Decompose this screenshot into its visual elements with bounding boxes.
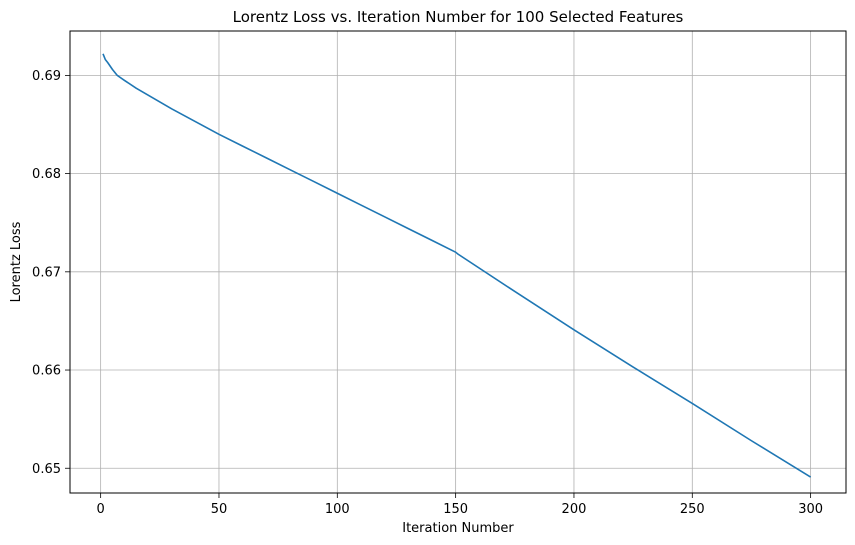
- x-tick-label: 300: [798, 502, 823, 517]
- y-tick-label: 0.68: [32, 167, 61, 182]
- series-line: [102, 53, 812, 478]
- x-axis-label: Iteration Number: [402, 521, 514, 536]
- plot-frame: [69, 30, 847, 494]
- y-tick-label: 0.66: [32, 364, 61, 379]
- x-tick-label: 100: [325, 502, 350, 517]
- x-tick-label: 200: [562, 502, 587, 517]
- x-tick-label: 250: [680, 502, 705, 517]
- y-tick-label: 0.67: [32, 265, 61, 280]
- chart-title: Lorentz Loss vs. Iteration Number for 10…: [233, 8, 684, 26]
- x-tick-label: 0: [97, 502, 105, 517]
- y-axis-label: Lorentz Loss: [9, 221, 24, 302]
- grid: [70, 31, 846, 493]
- x-tick-label: 50: [211, 502, 228, 517]
- series-layer: [102, 53, 812, 478]
- x-tick-label: 150: [443, 502, 468, 517]
- y-tick-label: 0.65: [32, 462, 61, 477]
- y-tick-label: 0.69: [32, 69, 61, 84]
- ticks: 0 50 100 150 200 250 300 0.65 0.66 0.67 0.68 0.69: [32, 69, 823, 517]
